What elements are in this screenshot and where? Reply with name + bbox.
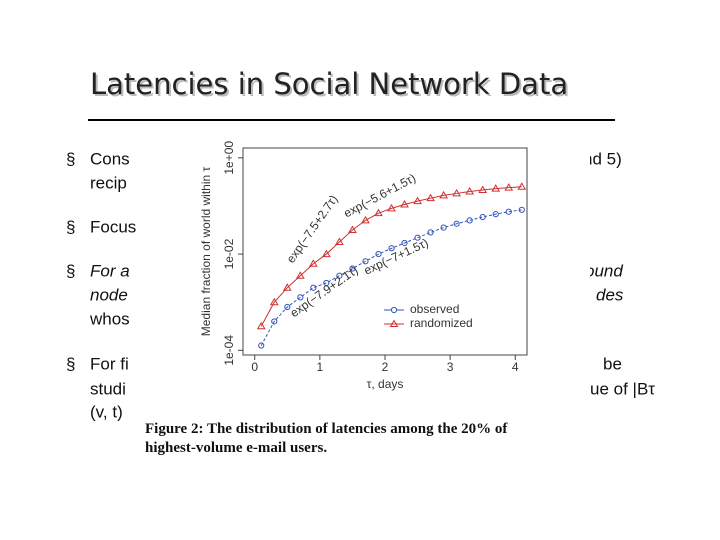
point: [374, 208, 383, 217]
slide-title: Latencies in Social Network Data: [90, 67, 568, 101]
bullet-marker: §: [66, 354, 75, 373]
point: [362, 258, 369, 265]
point: [375, 250, 382, 258]
point: [361, 215, 370, 224]
bullet-text: For fi: [90, 354, 129, 373]
y-axis-label: Median fraction of world within τ: [199, 167, 213, 337]
x-tick-label: 0: [251, 360, 258, 374]
bullet-text: recip: [90, 173, 127, 192]
x-tick-label: 1: [317, 360, 324, 374]
figure-background: [143, 138, 590, 463]
point: [452, 188, 462, 197]
point: [518, 206, 525, 213]
y-tick-label: 1e+00: [222, 141, 236, 175]
legend-marker: [389, 319, 399, 327]
bullet-text: Focus: [90, 217, 136, 236]
legend-label: randomized: [410, 316, 473, 330]
point: [269, 297, 279, 306]
point: [387, 203, 396, 212]
bullet-text: nd 5): [583, 149, 622, 168]
fit-line: [260, 209, 522, 346]
point: [349, 265, 356, 272]
bullet-marker: §: [66, 261, 75, 280]
x-tick-label: 3: [447, 360, 454, 374]
legend-box: [380, 300, 470, 334]
point: [427, 229, 434, 236]
point: [271, 318, 278, 325]
bullet-text: For a: [90, 261, 130, 280]
fit-line: [260, 186, 522, 327]
point: [308, 259, 318, 267]
point: [401, 239, 408, 247]
bullet-text: be: [603, 354, 622, 373]
point: [439, 190, 448, 199]
point: [517, 182, 527, 190]
x-axis-label: τ, days: [367, 377, 404, 391]
point: [297, 294, 304, 301]
title-shadow: Latencies in Social Network Data: [92, 69, 570, 103]
bullet-text: node: [90, 285, 128, 304]
point: [466, 217, 473, 224]
x-tick-label: 4: [512, 360, 519, 374]
bullet-marker: §: [66, 217, 75, 236]
point: [348, 225, 357, 234]
point: [505, 208, 512, 215]
point: [282, 283, 292, 291]
point: [414, 234, 421, 241]
bullet-text: ue of |Bτ: [590, 379, 655, 398]
point: [426, 193, 435, 202]
point: [491, 184, 501, 192]
bullet-text: studi: [90, 379, 126, 398]
y-tick-label: 1e-04: [222, 335, 236, 366]
figure-caption: highest-volume e-mail users.: [145, 440, 327, 456]
point: [310, 284, 317, 291]
point: [478, 185, 488, 194]
point: [256, 321, 266, 330]
bullet-text: whos: [89, 309, 130, 328]
bullet-text: des: [596, 285, 624, 304]
legend-label: observed: [410, 302, 459, 316]
figure-caption: Figure 2: The distribution of latencies …: [145, 421, 508, 437]
legend-marker: [390, 306, 398, 314]
point: [453, 220, 460, 227]
point: [388, 245, 395, 252]
point: [479, 213, 486, 221]
point: [284, 303, 291, 311]
point: [322, 249, 331, 258]
point: [413, 196, 422, 205]
point: [440, 224, 447, 231]
point: [295, 271, 305, 279]
point: [465, 186, 475, 195]
point: [504, 183, 514, 191]
x-tick-label: 2: [382, 360, 389, 374]
bullet-text: ound: [585, 261, 623, 280]
point: [400, 200, 409, 208]
point: [336, 272, 343, 279]
bullet-marker: §: [66, 149, 75, 168]
point: [492, 211, 499, 218]
y-tick-label: 1e-02: [222, 238, 236, 269]
point: [258, 342, 265, 349]
point: [335, 237, 344, 246]
point: [323, 279, 330, 287]
bullet-text: (v, t): [90, 402, 123, 421]
bullet-text: Cons: [90, 149, 130, 168]
